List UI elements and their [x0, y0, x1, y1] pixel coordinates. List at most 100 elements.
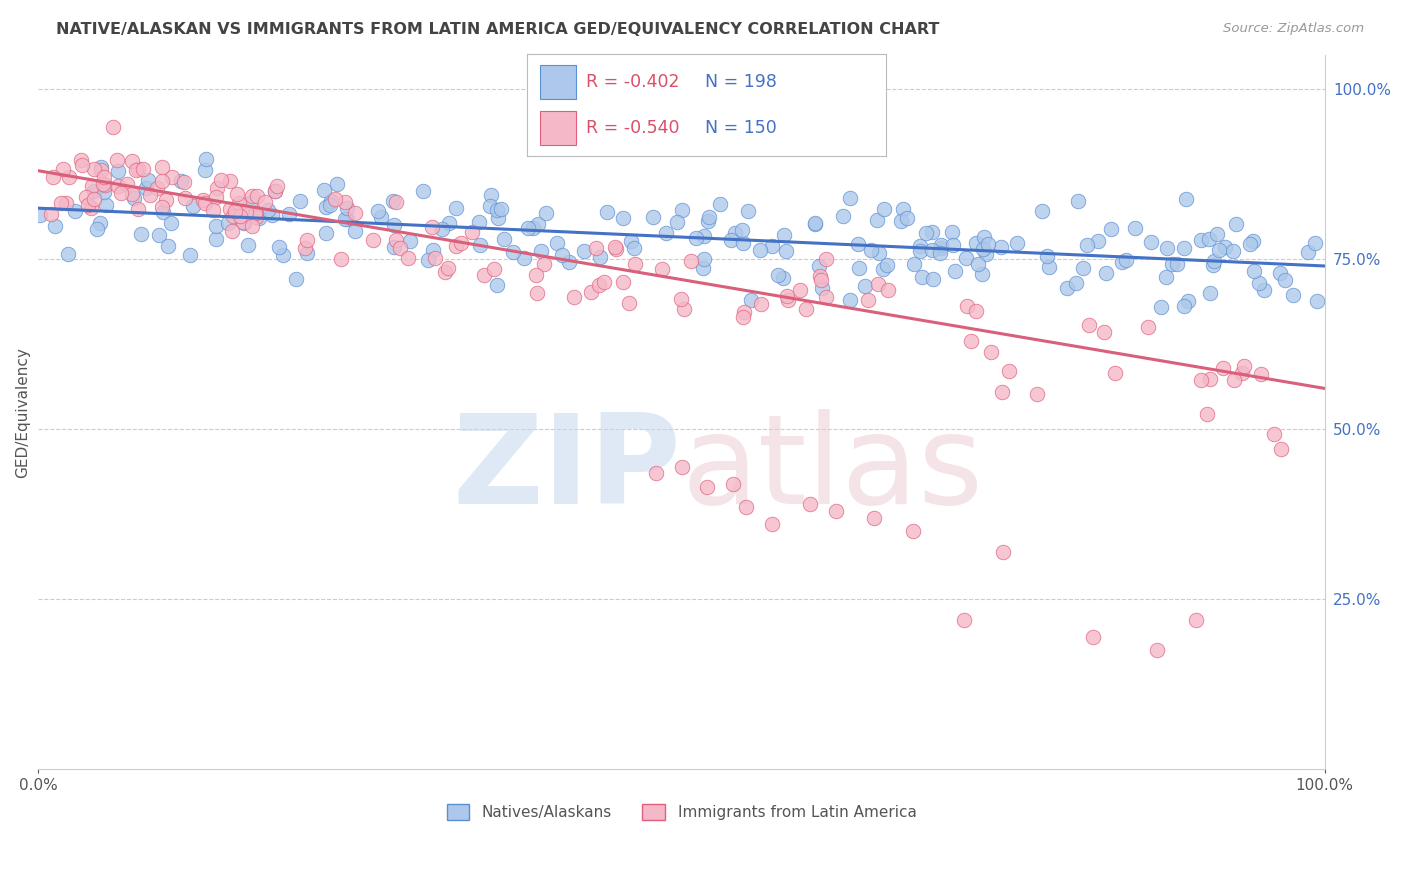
Point [412, 184, 434, 198]
Point [288, 194, 311, 208]
Point [479, 188, 502, 202]
Text: R = -0.540: R = -0.540 [586, 119, 681, 136]
Point [666, 215, 689, 229]
Point [124, 190, 146, 204]
Point [1232, 366, 1254, 380]
Point [205, 219, 228, 233]
Point [612, 211, 634, 226]
Point [226, 186, 249, 201]
Point [644, 467, 666, 481]
Point [83, 192, 105, 206]
Point [903, 257, 925, 271]
Point [284, 272, 307, 286]
Point [229, 209, 252, 223]
Point [546, 236, 568, 251]
Point [624, 257, 647, 271]
Text: R = -0.402: R = -0.402 [586, 73, 681, 91]
Point [1198, 232, 1220, 246]
Point [121, 154, 143, 169]
Point [39, 206, 62, 220]
Point [155, 193, 177, 207]
Point [965, 304, 987, 318]
Point [1233, 359, 1256, 373]
Text: atlas: atlas [682, 409, 984, 530]
Y-axis label: GED/Equivalency: GED/Equivalency [15, 347, 30, 477]
Point [91, 177, 114, 191]
Point [526, 286, 548, 301]
Point [329, 252, 352, 266]
Point [1146, 643, 1168, 657]
Point [1031, 203, 1053, 218]
Point [398, 234, 420, 248]
Point [848, 261, 870, 276]
Point [734, 500, 756, 515]
Point [731, 310, 754, 324]
Point [1111, 255, 1133, 269]
Point [815, 290, 838, 304]
Point [107, 178, 129, 193]
Point [219, 202, 242, 216]
Point [1175, 192, 1198, 206]
Point [973, 230, 995, 244]
Point [58, 170, 80, 185]
Point [80, 202, 103, 216]
Point [1095, 266, 1118, 280]
Point [853, 279, 876, 293]
Point [921, 272, 943, 286]
Point [733, 236, 755, 251]
Point [721, 476, 744, 491]
Point [908, 239, 931, 253]
Point [724, 227, 747, 241]
Point [262, 208, 284, 222]
Point [235, 205, 257, 219]
Point [1066, 194, 1088, 208]
Point [1077, 318, 1099, 332]
Point [315, 226, 337, 240]
Point [589, 250, 612, 264]
Point [221, 224, 243, 238]
Point [271, 248, 294, 262]
Point [90, 162, 112, 177]
Point [998, 363, 1021, 377]
Point [846, 237, 869, 252]
Point [596, 205, 619, 219]
Point [1156, 241, 1178, 255]
Point [336, 201, 359, 215]
Point [929, 241, 952, 255]
Point [179, 248, 201, 262]
Point [574, 244, 596, 258]
Point [1076, 238, 1098, 252]
Point [929, 238, 952, 252]
Point [810, 273, 832, 287]
Point [240, 219, 263, 233]
Point [266, 179, 288, 194]
Point [94, 178, 117, 193]
Point [671, 202, 693, 217]
Point [808, 259, 831, 273]
Point [524, 268, 547, 282]
Point [150, 200, 173, 214]
Point [558, 255, 581, 269]
Point [121, 186, 143, 201]
Point [83, 162, 105, 177]
Point [430, 222, 453, 236]
Point [343, 224, 366, 238]
Point [980, 344, 1002, 359]
Point [876, 258, 898, 272]
Point [370, 210, 392, 224]
Point [588, 278, 610, 293]
Point [82, 179, 104, 194]
Point [749, 297, 772, 311]
Point [773, 227, 796, 242]
Point [1036, 249, 1059, 263]
Point [218, 174, 240, 188]
Point [527, 217, 550, 231]
Point [794, 302, 817, 317]
Point [173, 175, 195, 189]
Point [89, 216, 111, 230]
Point [808, 269, 831, 284]
Point [423, 251, 446, 265]
Point [1092, 325, 1115, 339]
Point [181, 199, 204, 213]
Point [1154, 269, 1177, 284]
